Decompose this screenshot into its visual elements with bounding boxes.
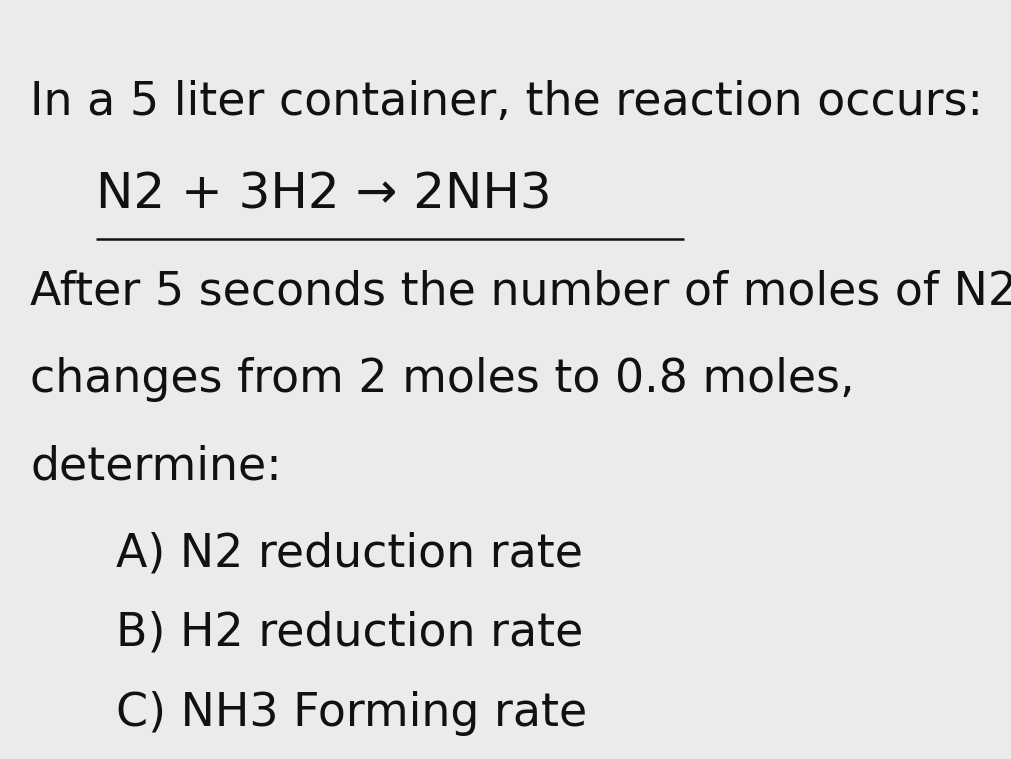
Text: changes from 2 moles to 0.8 moles,: changes from 2 moles to 0.8 moles, [30, 357, 854, 402]
Text: After 5 seconds the number of moles of N2: After 5 seconds the number of moles of N… [30, 269, 1011, 314]
Text: determine:: determine: [30, 444, 282, 489]
Text: B) H2 reduction rate: B) H2 reduction rate [116, 611, 583, 656]
Text: A) N2 reduction rate: A) N2 reduction rate [116, 531, 582, 576]
Text: N2 + 3H2 → 2NH3: N2 + 3H2 → 2NH3 [96, 171, 551, 219]
Text: C) NH3 Forming rate: C) NH3 Forming rate [116, 691, 587, 735]
Text: In a 5 liter container, the reaction occurs:: In a 5 liter container, the reaction occ… [30, 80, 983, 124]
